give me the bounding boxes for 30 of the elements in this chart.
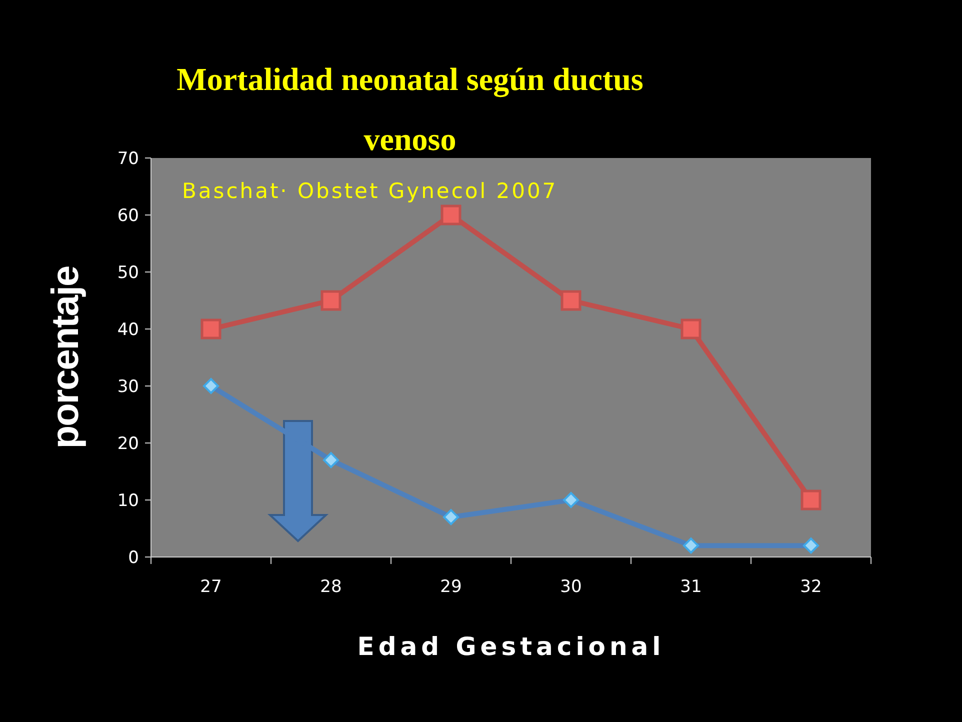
- point: [683, 538, 699, 554]
- x-tick-label: 29: [440, 577, 462, 597]
- point: [200, 318, 222, 340]
- point: [320, 290, 342, 311]
- annotation: Baschat· Obstet Gynecol 2007: [182, 179, 558, 203]
- y-axis-title: porcentaje: [45, 266, 87, 449]
- point: [323, 452, 339, 468]
- chart-title: Mortalidad neonatal según ductus venoso: [176, 61, 644, 157]
- y-tick-label: 10: [117, 490, 139, 511]
- y-tick-label: 20: [117, 434, 139, 454]
- x-tick-label: 30: [560, 577, 582, 597]
- point: [563, 492, 579, 508]
- y-tick-label: 0: [128, 548, 139, 568]
- y-tick-label: 70: [117, 148, 139, 169]
- point: [443, 509, 459, 526]
- point: [440, 204, 462, 226]
- x-axis-title: Edad Gestacional: [357, 632, 665, 661]
- point: [803, 538, 819, 554]
- x-tick-label: 27: [200, 577, 222, 597]
- point: [800, 490, 822, 510]
- x-tick-label: 31: [680, 577, 702, 597]
- y-tick-label: 60: [117, 206, 139, 226]
- x-tick-label: 32: [800, 577, 822, 597]
- y-tick-label: 40: [117, 320, 139, 340]
- y-tick-label: 30: [117, 376, 139, 397]
- point: [560, 290, 582, 311]
- x-tick-label: 28: [320, 577, 342, 597]
- y-tick-label: 50: [117, 262, 139, 283]
- point: [203, 378, 219, 394]
- point: [680, 318, 702, 340]
